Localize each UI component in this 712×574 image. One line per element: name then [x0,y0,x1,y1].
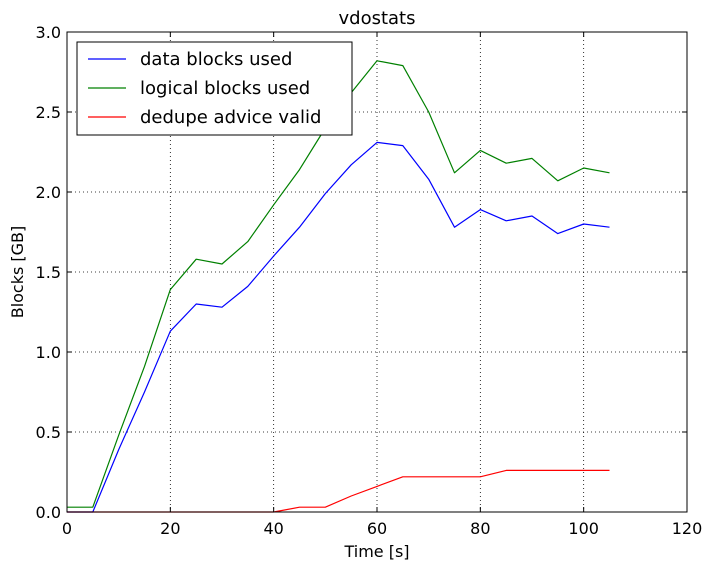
y-tick-label: 1.5 [36,263,61,282]
legend-label-data-blocks-used: data blocks used [140,49,292,70]
y-tick-label: 1.0 [36,343,61,362]
x-tick-label: 0 [62,519,72,538]
y-tick-label: 3.0 [36,23,61,42]
y-axis-label: Blocks [GB] [8,226,27,319]
legend-label-dedupe-advice-valid: dedupe advice valid [140,107,321,128]
y-tick-label: 2.5 [36,103,61,122]
y-tick-label: 0.5 [36,423,61,442]
x-tick-label: 120 [672,519,703,538]
y-tick-label: 0.0 [36,503,61,522]
legend: data blocks used logical blocks used dedup… [76,41,353,136]
series-line-data-blocks-used [67,141,610,513]
x-tick-label: 100 [568,519,599,538]
x-tick-label: 80 [470,519,490,538]
x-tick-label: 60 [367,519,387,538]
chart-title: vdostats [339,8,416,29]
x-tick-label: 40 [263,519,283,538]
x-tick-label: 20 [160,519,180,538]
y-tick-label: 2.0 [36,183,61,202]
x-axis-label: Time [s] [343,542,409,561]
legend-label-logical-blocks-used: logical blocks used [140,78,310,99]
axis-ticks: 0 20 40 60 80 100 120 0.0 0.5 1.0 1.5 2.0 2.5 3.0 [36,23,703,538]
